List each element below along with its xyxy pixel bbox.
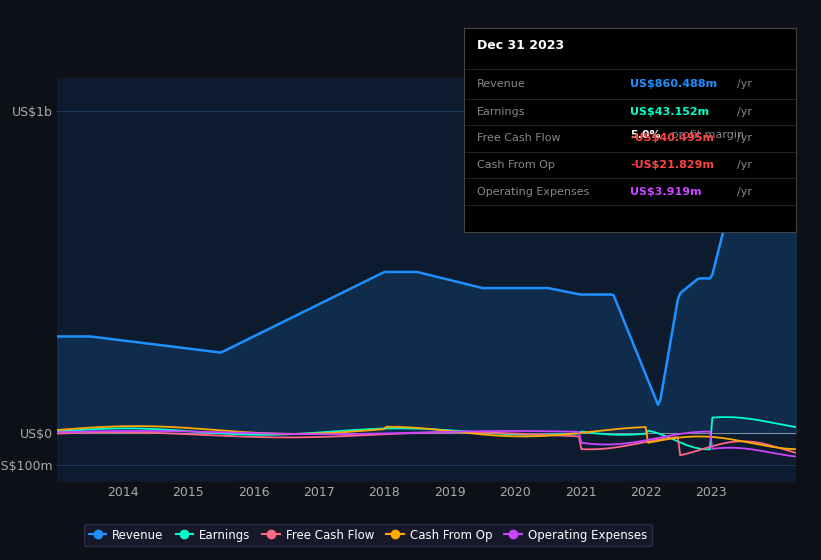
Text: Operating Expenses: Operating Expenses [477, 186, 589, 197]
Text: /yr: /yr [736, 79, 751, 89]
Text: Cash From Op: Cash From Op [477, 160, 555, 170]
Text: -US$40.495m: -US$40.495m [631, 133, 714, 143]
Text: Free Cash Flow: Free Cash Flow [477, 133, 561, 143]
Text: 5.0%: 5.0% [631, 130, 661, 141]
Legend: Revenue, Earnings, Free Cash Flow, Cash From Op, Operating Expenses: Revenue, Earnings, Free Cash Flow, Cash … [84, 524, 652, 546]
Text: /yr: /yr [736, 186, 751, 197]
Text: US$860.488m: US$860.488m [631, 79, 718, 89]
Text: Dec 31 2023: Dec 31 2023 [477, 39, 564, 52]
Text: Earnings: Earnings [477, 107, 525, 117]
Text: Revenue: Revenue [477, 79, 526, 89]
Text: -US$21.829m: -US$21.829m [631, 160, 714, 170]
Text: profit margin: profit margin [668, 130, 745, 141]
Text: US$3.919m: US$3.919m [631, 186, 702, 197]
Text: US$43.152m: US$43.152m [631, 107, 709, 117]
Text: /yr: /yr [736, 107, 751, 117]
Text: /yr: /yr [736, 133, 751, 143]
Text: /yr: /yr [736, 160, 751, 170]
